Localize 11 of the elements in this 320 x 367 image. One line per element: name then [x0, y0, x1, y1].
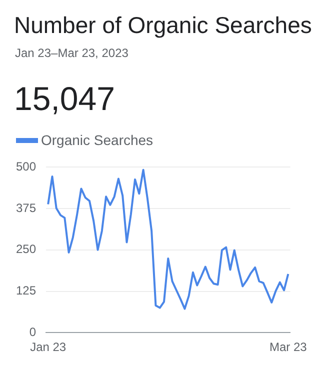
y-tick-label: 250	[16, 242, 36, 256]
y-tick-label: 0	[29, 324, 36, 339]
legend-label: Organic Searches	[41, 132, 154, 148]
text: 15,047	[14, 80, 115, 118]
chart-subtitle: Jan 23–Mar 23, 2023	[15, 46, 128, 60]
x-tick-label: Jan 23	[30, 340, 66, 354]
y-tick-label: 125	[16, 284, 36, 298]
y-tick-label: 500	[16, 160, 36, 174]
y-tick-label: 375	[16, 200, 36, 215]
x-tick-label: Mar 23	[269, 340, 308, 354]
chart-title: Number of Organic Searches	[14, 12, 312, 39]
